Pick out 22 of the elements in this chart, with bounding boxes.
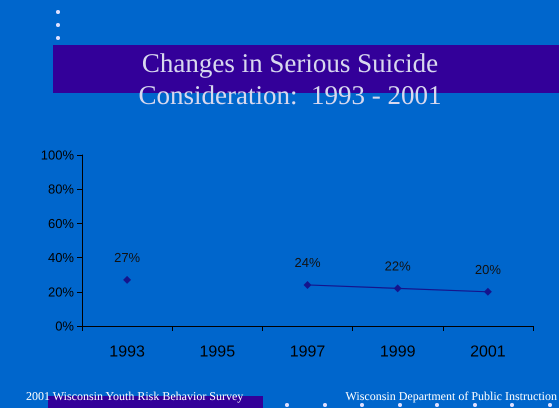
point bbox=[394, 284, 402, 292]
data-label: 20% bbox=[474, 262, 502, 277]
y-tick-label: 20% bbox=[48, 284, 74, 300]
text: Wisconsin Department of Public Instruction bbox=[346, 389, 558, 403]
data-label: 27% bbox=[114, 250, 141, 265]
text: 2001 Wisconsin Youth Risk Behavior Survey bbox=[26, 389, 244, 403]
point bbox=[123, 276, 132, 284]
y-tick-label: 60% bbox=[48, 216, 74, 231]
data-label: 22% bbox=[384, 258, 412, 274]
point bbox=[484, 288, 492, 296]
x-tick-label: 1997 bbox=[290, 344, 326, 360]
x-tick-label: 1993 bbox=[109, 344, 145, 360]
point bbox=[304, 280, 312, 289]
y-tick-label: 80% bbox=[48, 182, 74, 197]
x-tick-label: 2001 bbox=[470, 344, 506, 360]
y-tick-label: 40% bbox=[48, 250, 74, 266]
data-label: 24% bbox=[294, 254, 321, 270]
x-tick-label: 1999 bbox=[380, 344, 416, 360]
x-tick-label: 1995 bbox=[200, 344, 236, 360]
chart-title: Changes in Serious Suicide Consideration: 1993 - 2001 bbox=[138, 48, 442, 110]
y-tick-label: 100% bbox=[40, 148, 74, 162]
y-tick-label: 0% bbox=[55, 318, 74, 334]
